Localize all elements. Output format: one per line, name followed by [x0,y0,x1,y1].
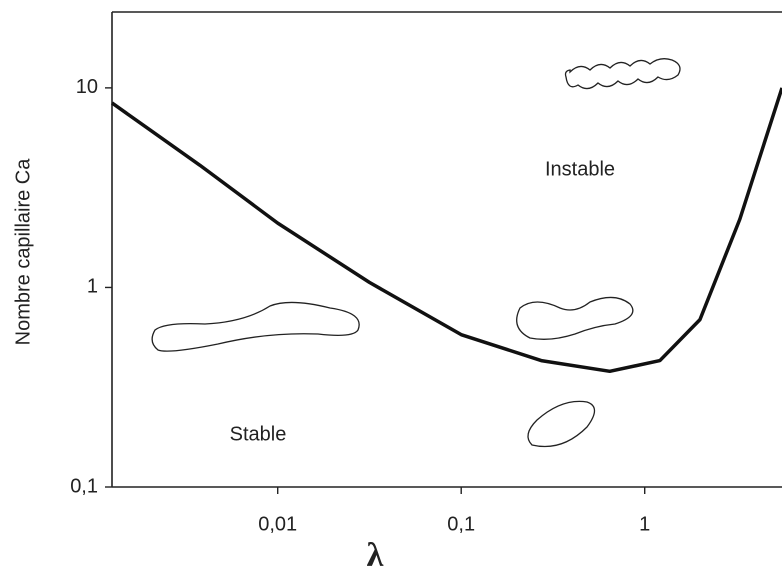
y-axis-title: Nombre capillaire Ca [12,158,34,346]
x-tick-label: 0,01 [258,513,297,535]
x-axis-title: λ [367,537,384,572]
curve [110,87,782,374]
elongated-drop [151,301,360,352]
bent-drop [516,296,634,340]
y-tick-label: 0,1 [70,475,98,497]
x-tick-label: 0,1 [447,513,475,535]
x-tick-label: 1 [639,513,650,535]
tilted-drop [527,400,596,448]
y-tick-label: 10 [76,76,98,98]
y-tick-label: 1 [87,276,98,298]
annotation: Stable [230,423,287,445]
wavy-drop [564,58,681,90]
annotation: Instable [545,158,615,180]
